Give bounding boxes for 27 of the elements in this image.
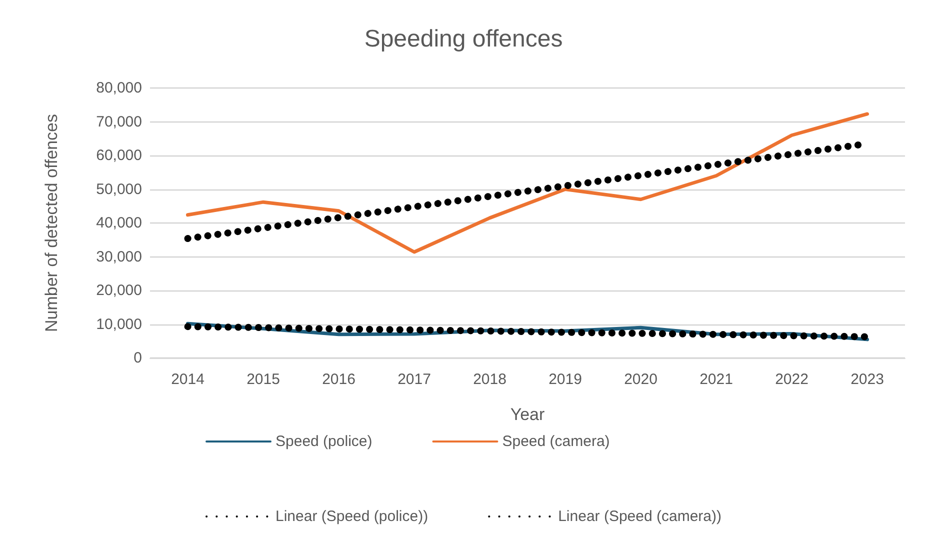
y-axis-title: Number of detected offences [42, 114, 61, 332]
x-tick-label: 2019 [548, 371, 582, 388]
legend-label: Speed (camera) [502, 433, 610, 450]
y-tick-label: 80,000 [96, 80, 142, 96]
x-tick-label: 2015 [246, 371, 280, 388]
x-tick-label: 2022 [775, 371, 808, 388]
x-tick-label: 2018 [473, 371, 506, 388]
x-tick-label: 2017 [398, 371, 431, 388]
x-tick-label: 2020 [624, 371, 658, 388]
y-tick-label: 20,000 [96, 282, 142, 299]
y-tick-label: 70,000 [96, 113, 142, 130]
y-tick-label: 0 [134, 350, 142, 366]
y-tick-label: 50,000 [96, 180, 142, 198]
x-tick-label: 2023 [850, 371, 884, 388]
x-axis-title: Year [510, 405, 546, 424]
x-tick-label: 2021 [700, 371, 733, 388]
y-tick-label: 40,000 [96, 214, 142, 232]
x-tick-label: 2014 [171, 371, 204, 388]
y-tick-label: 60,000 [96, 147, 142, 164]
x-tick-label: 2016 [322, 371, 356, 388]
legend-label: Linear (Speed (police)) [276, 508, 428, 525]
y-tick-label: 10,000 [96, 316, 142, 333]
line-series [186, 112, 869, 254]
legend-label: Linear (Speed (camera)) [558, 508, 722, 525]
chart-title: Speeding offences [364, 26, 563, 52]
y-tick-label: 30,000 [96, 248, 142, 266]
legend-label: Speed (police) [276, 433, 372, 450]
